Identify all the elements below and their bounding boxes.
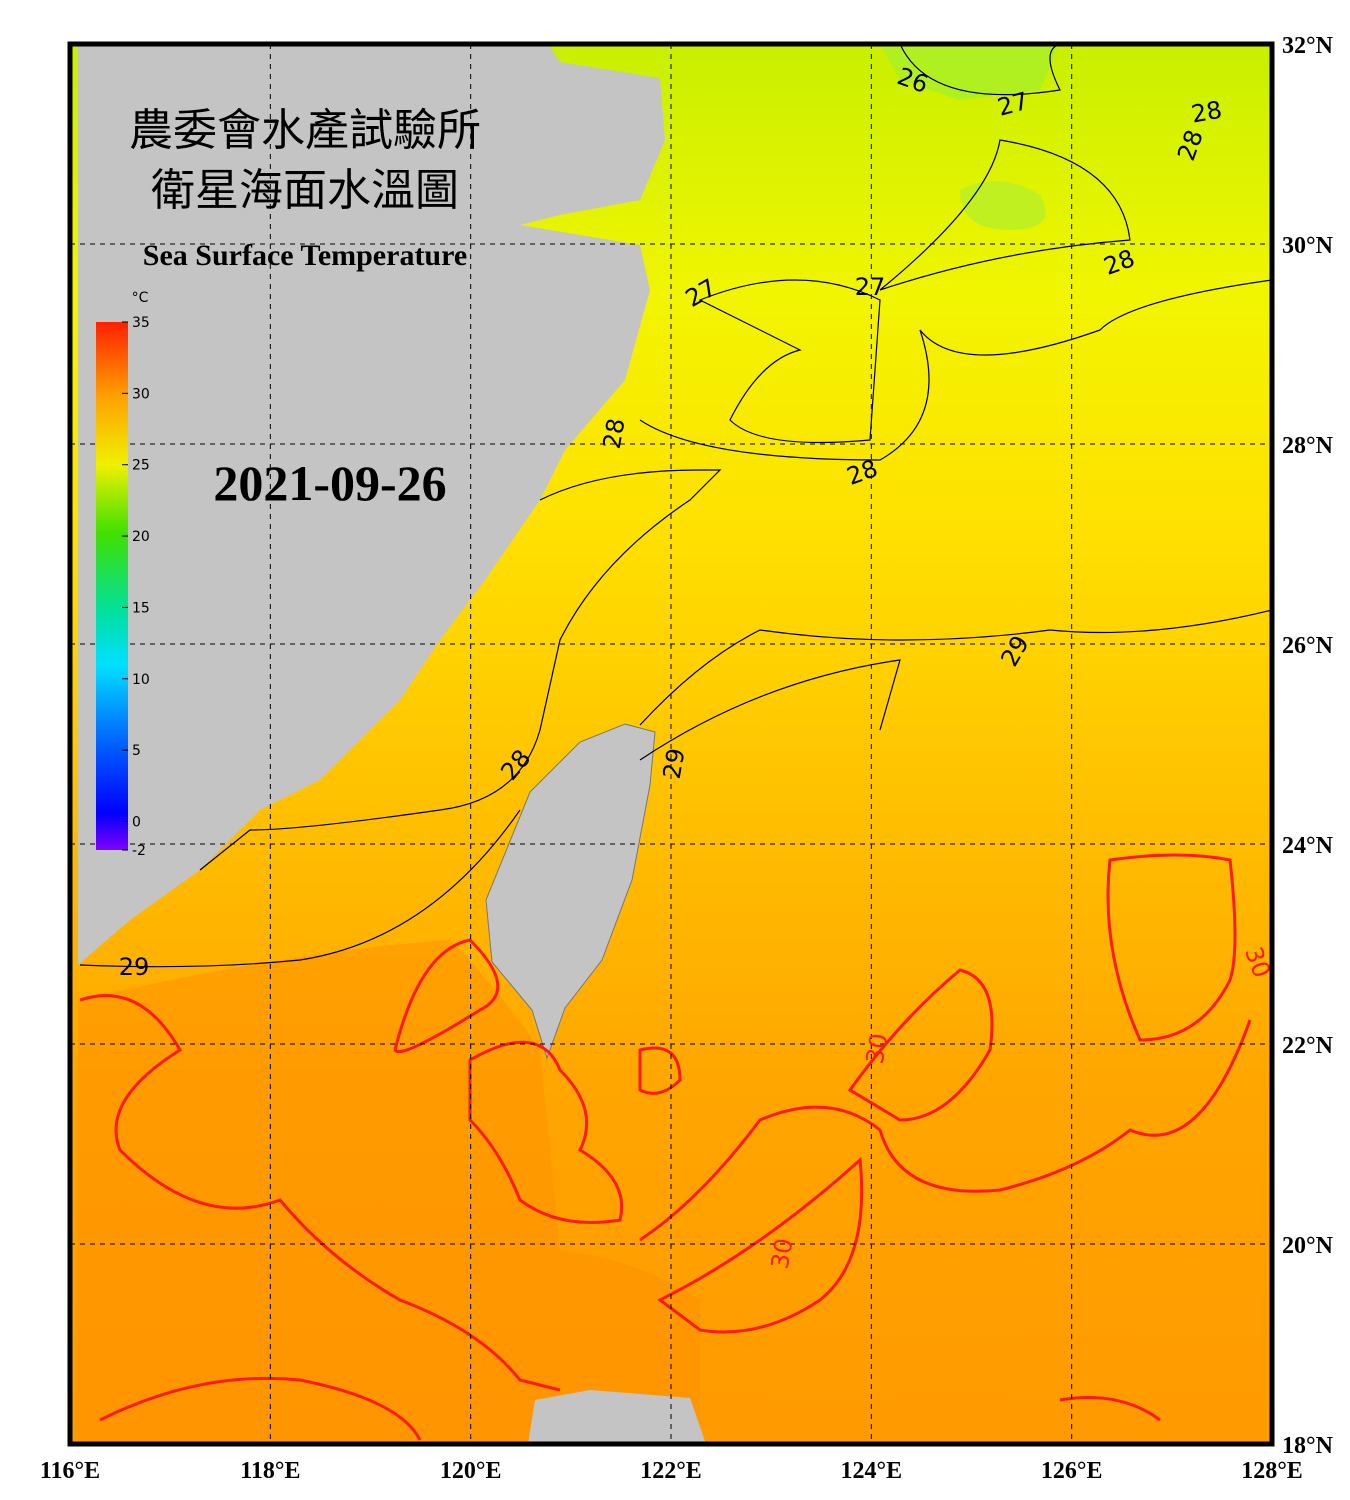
latitude-label: 22°N bbox=[1282, 1033, 1334, 1059]
colorbar-tick-label: 0 bbox=[132, 814, 141, 830]
colorbar-tick-label: 10 bbox=[132, 672, 150, 688]
contour-28 bbox=[639, 279, 1272, 461]
contour-29 bbox=[79, 809, 521, 968]
contour-27 bbox=[698, 279, 881, 444]
contour-30 bbox=[468, 1040, 624, 1224]
colorbar-tick-label: 35 bbox=[132, 315, 150, 331]
latitude-label: 30°N bbox=[1282, 233, 1334, 259]
title-english: Sea Surface Temperature bbox=[143, 239, 467, 272]
date: 2021-09-26 bbox=[213, 455, 446, 511]
colorbar-ticks: 35 30 25 20 15 10 5 0 -2 bbox=[122, 315, 150, 859]
graticule bbox=[70, 44, 1272, 1444]
axis-labels: 116°E 118°E 120°E 122°E 124°E 126°E 128°E 32°N 3… bbox=[40, 33, 1334, 1484]
map-frame bbox=[67, 41, 1275, 1447]
latitude-label: 32°N bbox=[1282, 33, 1334, 59]
contour-27 bbox=[879, 139, 1131, 291]
colorbar-tick-label: -2 bbox=[132, 843, 146, 859]
colorbar-tick-label: 25 bbox=[132, 458, 150, 474]
latitude-label: 18°N bbox=[1282, 1433, 1334, 1459]
warm-patch bbox=[78, 940, 700, 1444]
contour-30 bbox=[847, 968, 994, 1122]
contour-29 bbox=[639, 609, 1272, 726]
colorbar-tick-label: 15 bbox=[132, 600, 150, 616]
colorbar-unit: °C bbox=[132, 290, 149, 306]
contours bbox=[79, 44, 1272, 968]
longitude-label: 126°E bbox=[1041, 1458, 1103, 1484]
longitude-label: 124°E bbox=[841, 1458, 903, 1484]
latitude-label: 20°N bbox=[1282, 1233, 1334, 1259]
latitude-label: 24°N bbox=[1282, 833, 1334, 859]
contour-label: 28 bbox=[1189, 96, 1224, 129]
longitude-label: 116°E bbox=[40, 1458, 100, 1484]
contour-30 bbox=[79, 994, 561, 1392]
land-luzon bbox=[528, 1390, 706, 1444]
contour-label: 27 bbox=[855, 273, 886, 301]
longitude-label: 122°E bbox=[640, 1458, 702, 1484]
contour-30 bbox=[638, 1046, 682, 1095]
longitude-label: 120°E bbox=[440, 1458, 502, 1484]
contour-label: 29 bbox=[658, 746, 691, 781]
contour-30 bbox=[657, 1156, 864, 1334]
contour-label: 29 bbox=[119, 953, 150, 981]
colorbar-tick-label: 20 bbox=[132, 529, 150, 545]
land-china bbox=[78, 44, 665, 965]
contour-30 bbox=[1059, 1396, 1161, 1422]
contour-label: 30 bbox=[766, 1236, 799, 1271]
cool-patch bbox=[960, 181, 1046, 230]
contour-26 bbox=[899, 44, 1061, 96]
latitude-label: 26°N bbox=[1282, 633, 1334, 659]
contour-30 bbox=[1106, 853, 1237, 1042]
title-chinese: 衛星海面水溫圖 bbox=[151, 165, 459, 216]
title-chinese: 農委會水產試驗所 bbox=[129, 105, 481, 156]
land-taiwan bbox=[485, 723, 656, 1060]
contour-30 bbox=[99, 1376, 422, 1441]
colorbar-tick-label: 5 bbox=[132, 743, 141, 759]
latitude-label: 28°N bbox=[1282, 433, 1334, 459]
colorbar-tick-label: 30 bbox=[132, 386, 150, 402]
longitude-label: 128°E bbox=[1241, 1458, 1303, 1484]
contour-29 bbox=[639, 659, 901, 761]
contour-label: 28 bbox=[598, 416, 631, 451]
contour-label: 30 bbox=[861, 1031, 894, 1066]
contour-30 bbox=[639, 1019, 1252, 1242]
contour-28 bbox=[199, 469, 722, 871]
colorbar bbox=[96, 322, 128, 850]
longitude-label: 118°E bbox=[240, 1458, 300, 1484]
cool-patch bbox=[880, 44, 1060, 100]
